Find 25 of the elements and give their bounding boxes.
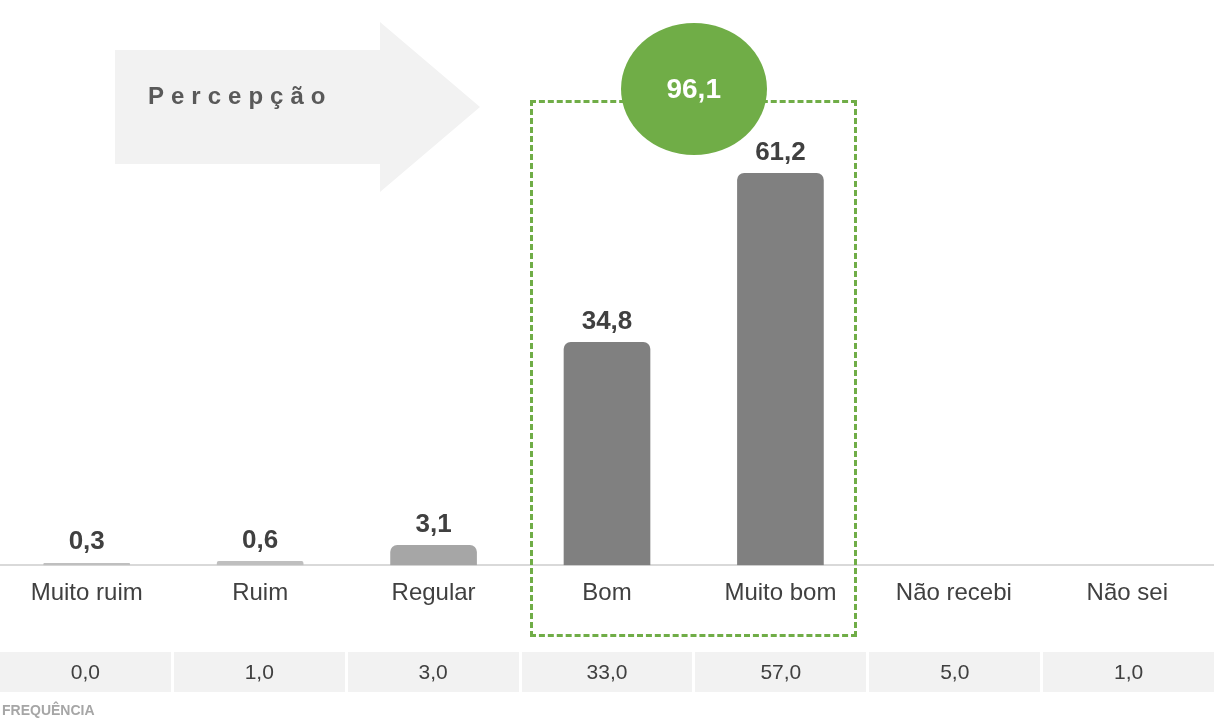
x-tick-label: Não recebi: [895, 578, 1012, 606]
x-tick-label: Não sei: [1086, 578, 1168, 606]
data-label: 0,3: [68, 525, 105, 556]
bar: [563, 342, 651, 566]
data-label: 34,8: [581, 304, 633, 335]
data-label: 0,6: [242, 523, 279, 554]
data-label: 61,2: [755, 135, 806, 166]
x-tick-label: Ruim: [232, 578, 289, 606]
x-tick-label: Muito bom: [724, 578, 837, 606]
bar: [737, 173, 824, 566]
bar: [216, 561, 304, 566]
text: 33,0: [521, 652, 693, 692]
text: FREQUÊNCIA: [2, 702, 95, 718]
bar: [390, 545, 477, 566]
data-label: 3,1: [415, 507, 452, 538]
text: Percepção: [148, 82, 333, 110]
x-tick-label: Regular: [391, 578, 476, 606]
text: 1,0: [173, 652, 345, 692]
text: 5,0: [869, 652, 1041, 692]
x-tick-label: Muito ruim: [30, 578, 143, 606]
x-tick-label: Bom: [582, 578, 632, 606]
text: 57,0: [695, 652, 867, 692]
text: 1,0: [1043, 652, 1214, 692]
text: 0,0: [0, 652, 171, 692]
text: 3,0: [347, 652, 519, 692]
